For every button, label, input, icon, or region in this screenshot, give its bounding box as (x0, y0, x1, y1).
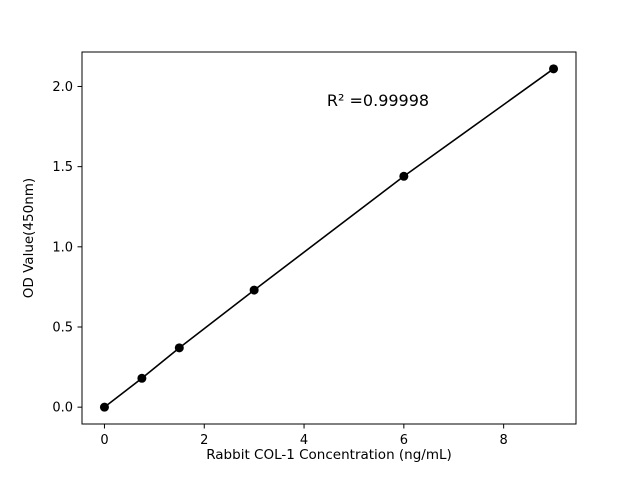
data-point-marker (249, 285, 259, 295)
y-tick-label: 2.0 (52, 80, 73, 95)
data-point-marker (549, 64, 559, 74)
r-squared-annotation: R² =0.99998 (327, 91, 429, 110)
data-point-marker (137, 373, 147, 383)
y-tick-label: 0.5 (52, 320, 73, 335)
x-tick-label: 4 (300, 433, 308, 448)
x-tick-label: 8 (500, 433, 508, 448)
data-point-marker (399, 171, 409, 181)
axes-box (81, 51, 577, 425)
data-point-marker (174, 343, 184, 353)
y-axis-label: OD Value(450nm) (21, 178, 37, 298)
y-tick-label: 1.0 (52, 240, 73, 255)
x-axis-label: Rabbit COL-1 Concentration (ng/mL) (206, 447, 452, 463)
x-tick-label: 6 (400, 433, 408, 448)
data-line (103, 68, 555, 408)
x-tick-label: 2 (200, 433, 208, 448)
plot-layer: 0 2 4 6 8 0.0 0.5 1.0 1.5 2.0 (52, 64, 559, 448)
y-tick-label: 1.5 (52, 160, 73, 175)
x-tick-label: 0 (100, 433, 108, 448)
y-tick-label: 0.0 (52, 401, 73, 416)
data-point-marker (99, 402, 109, 412)
